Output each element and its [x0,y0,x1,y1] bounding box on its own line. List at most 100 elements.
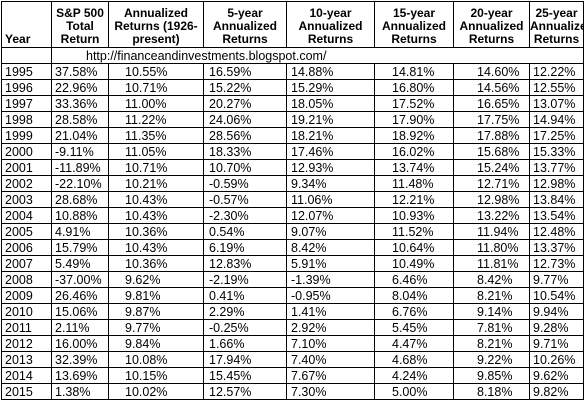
cell-annualized-return: 9.87% [108,303,204,320]
cell-25-year: 13.84% [529,191,584,208]
cell-annualized-return: 10.02% [108,383,204,400]
cell-15-year: 16.02% [374,143,454,160]
cell-20-year: 14.56% [453,79,530,96]
cell-20-year: 11.80% [453,239,530,256]
cell-sp500-total-return: 28.58% [51,111,109,128]
header-25-year: 25-year Annualized Returns [529,1,584,48]
cell-20-year: 17.75% [453,111,530,128]
cell-15-year: 10.64% [374,239,454,256]
cell-15-year: 13.74% [374,159,454,176]
cell-5-year: 15.45% [203,367,287,384]
cell-20-year: 11.94% [453,223,530,240]
cell-annualized-return: 10.36% [108,223,204,240]
cell-20-year: 7.81% [453,319,530,336]
cell-15-year: 17.90% [374,111,454,128]
cell-5-year: 20.27% [203,95,287,112]
cell-20-year: 8.21% [453,287,530,304]
table-row: 1998 28.58% 11.22% 24.06% 19.21% 17.90% 17.75%… [1,111,584,128]
cell-annualized-return: 10.21% [108,175,204,192]
cell-10-year: 19.21% [286,111,375,128]
cell-5-year: 10.70% [203,159,287,176]
cell-20-year: 16.65% [453,95,530,112]
cell-15-year: 6.46% [374,271,454,288]
cell-year: 2000 [1,143,52,160]
source-url-row: http://financeandinvestments.blogspot.co… [1,47,584,64]
cell-annualized-return: 9.77% [108,319,204,336]
cell-sp500-total-return: 33.36% [51,95,109,112]
cell-15-year: 12.21% [374,191,454,208]
cell-15-year: 17.52% [374,95,454,112]
cell-10-year: 7.40% [286,351,375,368]
cell-10-year: 12.07% [286,207,375,224]
cell-25-year: 14.94% [529,111,584,128]
table-row: 1996 22.96% 10.71% 15.22% 15.29% 16.80% 14.56%… [1,79,584,96]
cell-sp500-total-return: -22.10% [51,175,109,192]
cell-15-year: 6.76% [374,303,454,320]
header-annualized-returns: Annualized Returns (1926-present) [108,1,204,48]
cell-25-year: 9.82% [529,383,584,400]
cell-year: 2015 [1,383,52,400]
cell-10-year: 7.67% [286,367,375,384]
cell-sp500-total-return: 28.68% [51,191,109,208]
table-row: 2009 26.46% 9.81% 0.41% -0.95% 8.04% 8.21% 10.5… [1,287,584,304]
cell-20-year: 13.22% [453,207,530,224]
cell-25-year: 12.48% [529,223,584,240]
cell-year: 2001 [1,159,52,176]
table-row: 2011 2.11% 9.77% -0.25% 2.92% 5.45% 7.81% 9.28% [1,319,584,336]
cell-5-year: 18.33% [203,143,287,160]
cell-15-year: 4.68% [374,351,454,368]
cell-year: 1995 [1,63,52,80]
cell-10-year: 8.42% [286,239,375,256]
header-20-year: 20-year Annualized Returns [453,1,530,48]
cell-20-year: 15.24% [453,159,530,176]
cell-25-year: 15.33% [529,143,584,160]
cell-25-year: 10.26% [529,351,584,368]
cell-year: 2010 [1,303,52,320]
cell-annualized-return: 10.43% [108,191,204,208]
cell-annualized-return: 11.00% [108,95,204,112]
cell-annualized-return: 9.62% [108,271,204,288]
cell-20-year: 8.18% [453,383,530,400]
cell-25-year: 9.71% [529,335,584,352]
cell-sp500-total-return: 1.38% [51,383,109,400]
cell-25-year: 13.54% [529,207,584,224]
cell-15-year: 16.80% [374,79,454,96]
cell-20-year: 12.71% [453,175,530,192]
cell-25-year: 17.25% [529,127,584,144]
cell-annualized-return: 9.81% [108,287,204,304]
cell-25-year: 12.98% [529,175,584,192]
cell-5-year: 28.56% [203,127,287,144]
cell-sp500-total-return: 32.39% [51,351,109,368]
cell-year: 1999 [1,127,52,144]
cell-10-year: 18.21% [286,127,375,144]
cell-year: 2007 [1,255,52,272]
cell-20-year: 17.88% [453,127,530,144]
cell-20-year: 9.14% [453,303,530,320]
cell-annualized-return: 10.36% [108,255,204,272]
cell-15-year: 10.49% [374,255,454,272]
cell-sp500-total-return: 15.06% [51,303,109,320]
table-row: 2013 32.39% 10.08% 17.94% 7.40% 4.68% 9.22% 10.… [1,351,584,368]
cell-year: 2002 [1,175,52,192]
table-row: 2014 13.69% 10.15% 15.45% 7.67% 4.24% 9.85% 9.6… [1,367,584,384]
cell-25-year: 12.22% [529,63,584,80]
cell-20-year: 8.42% [453,271,530,288]
cell-year: 2006 [1,239,52,256]
cell-sp500-total-return: 21.04% [51,127,109,144]
header-year: Year [1,1,52,48]
cell-annualized-return: 10.15% [108,367,204,384]
cell-5-year: 2.29% [203,303,287,320]
cell-sp500-total-return: 5.49% [51,255,109,272]
cell-year: 1998 [1,111,52,128]
cell-sp500-total-return: -9.11% [51,143,109,160]
cell-10-year: 7.30% [286,383,375,400]
cell-sp500-total-return: 2.11% [51,319,109,336]
header-sp500-total-return: S&P 500 Total Return [51,1,109,48]
cell-15-year: 4.24% [374,367,454,384]
cell-sp500-total-return: 22.96% [51,79,109,96]
cell-annualized-return: 11.05% [108,143,204,160]
cell-15-year: 5.45% [374,319,454,336]
cell-25-year: 12.73% [529,255,584,272]
source-url: http://financeandinvestments.blogspot.co… [51,47,584,64]
cell-10-year: 14.88% [286,63,375,80]
